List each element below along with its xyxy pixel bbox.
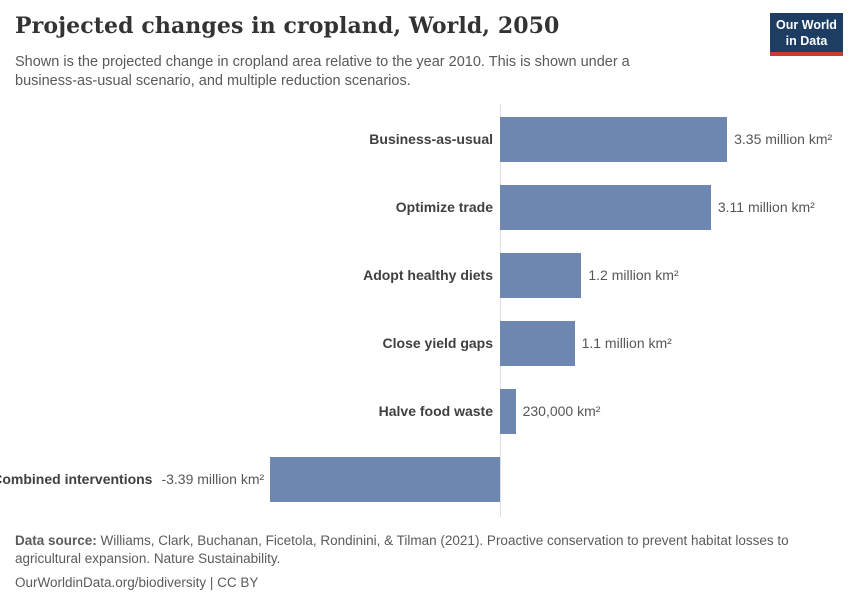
category-label-combined-interventions: Combined interventions	[0, 471, 153, 487]
bar-adopt-healthy-diets[interactable]	[500, 253, 582, 298]
value-label-optimize-trade: 3.11 million km²	[717, 199, 815, 215]
owid-logo[interactable]: Our World in Data	[770, 13, 843, 56]
category-label-close-yield-gaps: Close yield gaps	[382, 335, 493, 351]
zero-axis-line	[499, 104, 501, 517]
category-label-halve-food-waste: Halve food waste	[378, 403, 493, 419]
value-label-business-as-usual: 3.35 million km²	[734, 131, 833, 147]
bar-close-yield-gaps[interactable]	[500, 321, 575, 366]
owid-logo-redbar	[770, 52, 843, 56]
value-label-halve-food-waste: 230,000 km²	[522, 403, 601, 419]
bar-optimize-trade[interactable]	[500, 185, 711, 230]
value-label-combined-interventions: -3.39 million km²	[161, 471, 265, 487]
category-label-adopt-healthy-diets: Adopt healthy diets	[363, 267, 493, 283]
bar-combined-interventions[interactable]	[270, 457, 500, 502]
value-label-close-yield-gaps: 1.1 million km²	[581, 335, 672, 351]
category-label-business-as-usual: Business-as-usual	[369, 131, 493, 147]
chart-footer: Data source: Williams, Clark, Buchanan, …	[15, 532, 837, 591]
category-label-optimize-trade: Optimize trade	[395, 199, 493, 215]
chart-subtitle: Shown is the projected change in croplan…	[15, 54, 630, 89]
value-label-adopt-healthy-diets: 1.2 million km²	[588, 267, 679, 283]
data-source-text: Williams, Clark, Buchanan, Ficetola, Ron…	[15, 533, 789, 566]
owid-logo-line2: in Data	[785, 34, 828, 48]
labels-combined-interventions: Combined interventions -3.39 million km²	[0, 457, 264, 502]
bar-halve-food-waste[interactable]	[500, 389, 516, 434]
data-source-label: Data source:	[15, 533, 97, 548]
owid-logo-line1: Our World	[776, 18, 837, 32]
page-title: Projected changes in cropland, World, 20…	[15, 13, 560, 39]
bar-business-as-usual[interactable]	[500, 117, 728, 162]
owid-url-link[interactable]: OurWorldinData.org/biodiversity | CC BY	[15, 574, 259, 590]
license-line: OurWorldinData.org/biodiversity | CC BY	[15, 574, 837, 592]
data-source-note: Data source: Williams, Clark, Buchanan, …	[15, 532, 837, 568]
owid-logo-text: Our World in Data	[770, 13, 843, 52]
